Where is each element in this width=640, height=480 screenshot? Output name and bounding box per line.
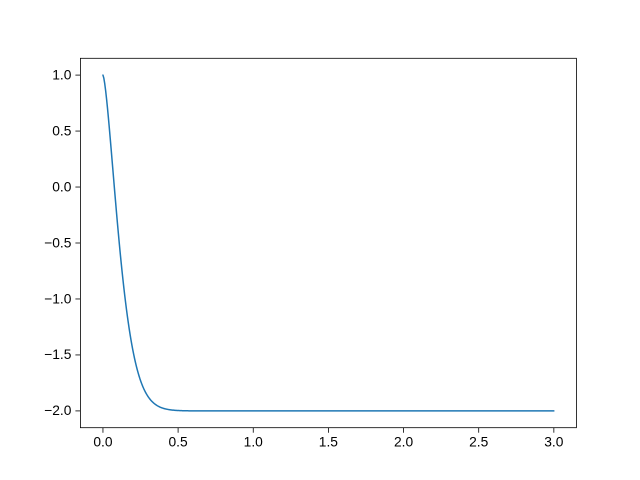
svg-text:3.0: 3.0: [544, 435, 564, 450]
svg-text:0.0: 0.0: [52, 179, 72, 194]
svg-text:−0.5: −0.5: [44, 235, 72, 250]
svg-text:0.5: 0.5: [169, 435, 189, 450]
svg-text:−1.0: −1.0: [44, 291, 72, 306]
svg-text:1.0: 1.0: [244, 435, 264, 450]
svg-text:0.5: 0.5: [52, 123, 72, 138]
svg-text:0.0: 0.0: [93, 435, 113, 450]
svg-text:2.5: 2.5: [469, 435, 489, 450]
svg-text:1.5: 1.5: [319, 435, 339, 450]
svg-text:2.0: 2.0: [394, 435, 414, 450]
svg-text:−2.0: −2.0: [44, 403, 72, 418]
svg-text:1.0: 1.0: [52, 67, 72, 82]
svg-text:−1.5: −1.5: [44, 347, 72, 362]
